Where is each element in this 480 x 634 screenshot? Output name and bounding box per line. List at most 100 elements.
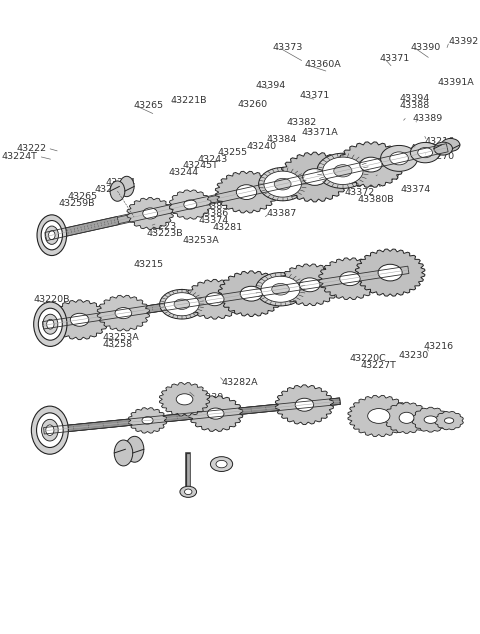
Text: 43371: 43371 [300,91,330,100]
Ellipse shape [255,273,305,306]
Text: 43391A: 43391A [437,78,474,87]
Ellipse shape [444,418,454,424]
Ellipse shape [46,425,54,436]
Text: 43360A: 43360A [304,60,341,69]
Ellipse shape [34,302,67,346]
Text: 43387: 43387 [371,173,401,182]
Ellipse shape [42,419,58,441]
Polygon shape [226,166,348,200]
Text: 43223: 43223 [146,222,177,231]
Text: 43239: 43239 [193,394,223,403]
Ellipse shape [165,293,199,316]
Polygon shape [129,408,167,433]
Polygon shape [169,190,211,219]
Ellipse shape [236,184,257,200]
Text: 43220B: 43220B [33,295,70,304]
Ellipse shape [210,456,233,472]
Text: 43371A: 43371A [302,128,338,137]
Ellipse shape [216,460,227,468]
Polygon shape [216,171,278,213]
Ellipse shape [43,314,58,334]
Ellipse shape [207,408,224,419]
Polygon shape [278,264,341,306]
Text: 43243: 43243 [197,155,228,164]
Text: 43394: 43394 [399,94,430,103]
Text: 43374: 43374 [401,184,431,193]
Text: 43371: 43371 [380,55,410,63]
Polygon shape [186,280,244,319]
Text: 43282A: 43282A [222,378,259,387]
Ellipse shape [399,412,414,424]
Text: 43255: 43255 [217,148,248,157]
Text: 43374: 43374 [198,216,228,224]
Ellipse shape [259,167,307,201]
Polygon shape [435,411,463,430]
Ellipse shape [115,307,132,319]
Text: 43389: 43389 [413,114,443,123]
Ellipse shape [205,293,224,306]
Ellipse shape [434,142,453,155]
Ellipse shape [142,417,153,424]
Ellipse shape [47,320,54,329]
Text: 43222: 43222 [16,144,47,153]
Ellipse shape [317,153,369,188]
Text: 43384: 43384 [266,135,297,144]
Text: 43392: 43392 [448,37,479,46]
Ellipse shape [334,165,352,177]
Ellipse shape [31,406,68,454]
Ellipse shape [184,200,197,209]
Ellipse shape [295,398,313,411]
Text: 43382: 43382 [286,118,316,127]
Text: 43254: 43254 [106,178,136,186]
Ellipse shape [240,287,263,301]
Text: 43224T: 43224T [2,152,37,161]
Polygon shape [384,403,429,434]
Text: 43223B: 43223B [146,229,183,238]
Text: 43281: 43281 [212,223,242,232]
Ellipse shape [160,290,204,319]
Polygon shape [338,142,404,187]
Ellipse shape [180,486,197,497]
Polygon shape [57,216,119,238]
Text: 43388: 43388 [399,101,430,110]
Ellipse shape [264,171,301,197]
Text: 43216: 43216 [423,342,453,351]
Ellipse shape [442,138,460,152]
Text: 43280: 43280 [95,184,125,193]
Text: 43215: 43215 [133,260,163,269]
Ellipse shape [41,221,62,250]
Text: 43387: 43387 [266,209,297,217]
Ellipse shape [38,308,62,340]
Ellipse shape [176,394,193,405]
Ellipse shape [184,489,192,495]
Ellipse shape [125,436,144,462]
Polygon shape [355,249,425,296]
Ellipse shape [368,408,390,424]
Text: 43263: 43263 [221,296,251,305]
Ellipse shape [424,416,437,424]
Ellipse shape [300,278,320,292]
Ellipse shape [418,148,432,158]
Polygon shape [44,398,340,434]
Text: 43245T: 43245T [183,161,219,170]
Polygon shape [42,266,409,329]
Text: 43372: 43372 [344,188,374,197]
Polygon shape [218,271,284,316]
Text: 43240: 43240 [246,142,276,151]
Text: 43216: 43216 [425,136,455,146]
Ellipse shape [36,413,63,448]
Ellipse shape [323,157,363,184]
Ellipse shape [48,231,55,240]
Ellipse shape [110,181,125,201]
Ellipse shape [120,176,134,197]
Ellipse shape [261,276,300,302]
Text: 43385A: 43385A [198,202,235,210]
Text: 43258: 43258 [103,340,133,349]
Text: 43380B: 43380B [357,195,394,204]
Ellipse shape [143,208,157,219]
Polygon shape [319,258,381,299]
Polygon shape [188,396,243,431]
Ellipse shape [340,272,360,286]
Text: 43253A: 43253A [103,333,140,342]
Polygon shape [97,295,150,331]
